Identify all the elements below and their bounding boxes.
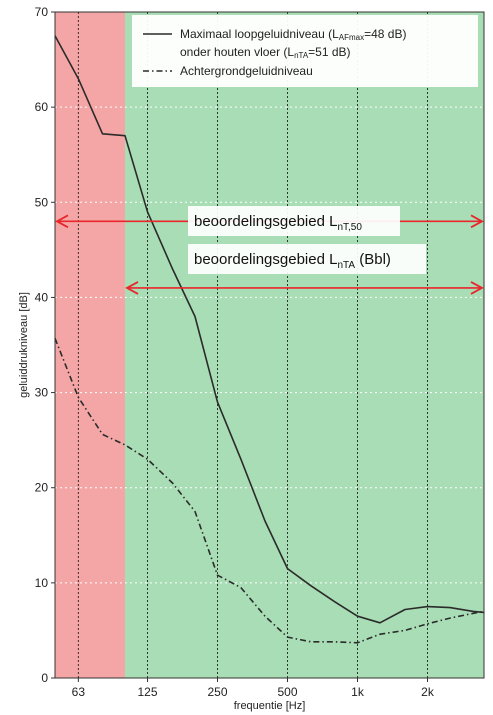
x-tick-label: 500	[277, 685, 297, 699]
legend-entry-2: Achtergrondgeluidniveau	[180, 64, 313, 78]
annotation-label: beoordelingsgebied LnTA (Bbl)	[194, 251, 391, 271]
annotation-box	[188, 244, 426, 274]
y-tick-label: 20	[35, 481, 49, 495]
annotations: beoordelingsgebied LnT,50 beoordelingsgeb…	[55, 206, 484, 295]
x-tick-label: 63	[72, 685, 86, 699]
y-tick-label: 50	[35, 195, 49, 209]
range-annotation-0: beoordelingsgebied LnT,50	[55, 206, 484, 236]
arrow-head	[125, 281, 139, 295]
series-lines	[54, 35, 485, 644]
y-axis-label: geluiddrukniveau [dB]	[18, 292, 30, 398]
arrow-head	[470, 214, 484, 229]
y-tick-label: 40	[35, 290, 49, 304]
y-tick-label: 0	[41, 671, 48, 685]
arrow-head	[470, 281, 484, 295]
axes: 0 10 20 30 40 50 60 70 63 125 250 500 1k 2k	[35, 5, 485, 699]
x-tick-label: 250	[208, 685, 228, 699]
range-annotation-1: beoordelingsgebied LnTA (Bbl)	[125, 244, 484, 295]
legend: Maximaal loopgeluidniveau (LAFmax=48 dB)…	[132, 15, 478, 87]
y-tick-label: 70	[35, 5, 49, 19]
y-tick-label: 30	[35, 386, 49, 400]
legend-entry-1: Maximaal loopgeluidniveau (LAFmax=48 dB)	[180, 27, 406, 42]
plot-background	[55, 12, 484, 678]
x-tick-label: 1k	[351, 685, 365, 699]
x-tick-label: 2k	[421, 685, 435, 699]
legend-box	[132, 15, 478, 87]
grid	[55, 12, 484, 678]
arrow-head	[55, 214, 69, 229]
annotation-box	[188, 206, 400, 236]
region-1	[124, 12, 484, 678]
y-tick-label: 10	[35, 576, 49, 590]
annotation-label: beoordelingsgebied LnT,50	[194, 213, 362, 233]
legend-entry-1-line2: onder houten vloer (LnTA=51 dB)	[180, 45, 351, 60]
plot-frame	[54, 11, 485, 679]
x-tick-label: 125	[138, 685, 158, 699]
y-tick-label: 60	[35, 100, 49, 114]
x-axis-label: frequentie [Hz]	[234, 700, 306, 712]
series-line-1	[54, 338, 485, 644]
region-0	[55, 12, 125, 678]
series-line-0	[54, 35, 485, 624]
